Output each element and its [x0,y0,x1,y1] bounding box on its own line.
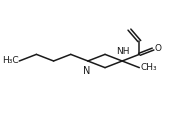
Text: CH₃: CH₃ [141,63,157,72]
Text: H₃C: H₃C [2,56,18,65]
Text: O: O [154,44,162,53]
Text: NH: NH [116,47,130,56]
Text: N: N [83,66,91,76]
